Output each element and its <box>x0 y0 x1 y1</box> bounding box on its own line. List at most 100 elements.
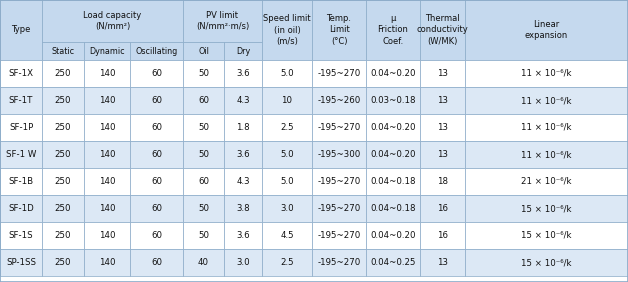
Text: -195~270: -195~270 <box>317 204 360 213</box>
Text: Speed limit
(in oil)
(m/s): Speed limit (in oil) (m/s) <box>263 14 311 46</box>
Bar <box>262 87 312 114</box>
Text: 5.0: 5.0 <box>280 150 294 159</box>
Text: 0.04~0.20: 0.04~0.20 <box>371 69 416 78</box>
Text: Type: Type <box>11 25 31 34</box>
Text: SP-1SS: SP-1SS <box>6 258 36 267</box>
Bar <box>84 195 130 222</box>
Bar <box>183 114 224 141</box>
Text: 0.04~0.18: 0.04~0.18 <box>371 204 416 213</box>
Text: 0.04~0.18: 0.04~0.18 <box>371 177 416 186</box>
Bar <box>262 168 312 195</box>
Text: SF-1X: SF-1X <box>9 69 33 78</box>
Text: 3.8: 3.8 <box>236 204 250 213</box>
Text: 60: 60 <box>151 96 162 105</box>
Bar <box>42 60 84 87</box>
Text: 0.04~0.20: 0.04~0.20 <box>371 150 416 159</box>
Text: 250: 250 <box>55 123 71 132</box>
Bar <box>465 222 628 249</box>
Text: 140: 140 <box>99 96 116 105</box>
Text: 10: 10 <box>281 96 293 105</box>
Bar <box>183 60 224 87</box>
Bar <box>366 222 420 249</box>
Text: 60: 60 <box>151 123 162 132</box>
Bar <box>42 0 183 42</box>
Bar <box>420 141 465 168</box>
Text: 18: 18 <box>437 177 448 186</box>
Bar <box>183 222 224 249</box>
Text: SF-1P: SF-1P <box>9 123 33 132</box>
Text: -195~270: -195~270 <box>317 231 360 240</box>
Bar <box>0 249 42 276</box>
Bar <box>420 249 465 276</box>
Bar <box>312 0 366 60</box>
Bar <box>42 249 84 276</box>
Text: 5.0: 5.0 <box>280 69 294 78</box>
Bar <box>42 195 84 222</box>
Bar <box>224 249 262 276</box>
Text: Dry: Dry <box>236 47 250 56</box>
Bar <box>366 0 420 60</box>
Bar <box>224 222 262 249</box>
Bar <box>0 0 42 60</box>
Bar <box>312 222 366 249</box>
Bar <box>183 42 224 60</box>
Text: 60: 60 <box>151 177 162 186</box>
Text: 50: 50 <box>198 150 209 159</box>
Bar <box>366 87 420 114</box>
Text: 15 × 10⁻⁶/k: 15 × 10⁻⁶/k <box>521 204 571 213</box>
Text: 11 × 10⁻⁶/k: 11 × 10⁻⁶/k <box>521 123 571 132</box>
Bar <box>0 168 42 195</box>
Text: 2.5: 2.5 <box>280 258 294 267</box>
Bar <box>84 141 130 168</box>
Bar <box>84 87 130 114</box>
Bar <box>366 114 420 141</box>
Text: 250: 250 <box>55 204 71 213</box>
Text: 250: 250 <box>55 258 71 267</box>
Bar <box>420 195 465 222</box>
Text: SF-1S: SF-1S <box>9 231 33 240</box>
Bar <box>183 87 224 114</box>
Bar <box>183 0 262 42</box>
Bar <box>183 195 224 222</box>
Bar <box>130 195 183 222</box>
Bar <box>84 42 130 60</box>
Text: 140: 140 <box>99 177 116 186</box>
Bar <box>262 195 312 222</box>
Bar <box>130 87 183 114</box>
Bar <box>312 195 366 222</box>
Text: 3.6: 3.6 <box>236 69 250 78</box>
Text: -195~300: -195~300 <box>317 150 360 159</box>
Bar <box>366 195 420 222</box>
Text: 4.3: 4.3 <box>236 96 250 105</box>
Text: Temp.
Limit
(°C): Temp. Limit (°C) <box>327 14 352 46</box>
Text: 60: 60 <box>151 69 162 78</box>
Text: 0.04~0.20: 0.04~0.20 <box>371 231 416 240</box>
Bar <box>224 195 262 222</box>
Text: Linear
expansion: Linear expansion <box>525 20 568 40</box>
Bar <box>312 168 366 195</box>
Text: 140: 140 <box>99 123 116 132</box>
Text: SF-1B: SF-1B <box>8 177 33 186</box>
Text: 21 × 10⁻⁶/k: 21 × 10⁻⁶/k <box>521 177 571 186</box>
Bar <box>42 141 84 168</box>
Text: -195~270: -195~270 <box>317 177 360 186</box>
Bar <box>130 141 183 168</box>
Bar <box>84 60 130 87</box>
Bar <box>262 60 312 87</box>
Bar <box>465 168 628 195</box>
Bar <box>366 168 420 195</box>
Text: 0.03~0.18: 0.03~0.18 <box>371 96 416 105</box>
Text: 4.5: 4.5 <box>280 231 294 240</box>
Bar <box>224 87 262 114</box>
Text: 11 × 10⁻⁶/k: 11 × 10⁻⁶/k <box>521 96 571 105</box>
Bar <box>224 42 262 60</box>
Text: 1.8: 1.8 <box>236 123 250 132</box>
Text: Oscillating: Oscillating <box>136 47 178 56</box>
Bar <box>420 222 465 249</box>
Bar <box>262 222 312 249</box>
Bar <box>42 42 84 60</box>
Bar <box>465 141 628 168</box>
Bar <box>312 141 366 168</box>
Text: 140: 140 <box>99 150 116 159</box>
Bar <box>224 114 262 141</box>
